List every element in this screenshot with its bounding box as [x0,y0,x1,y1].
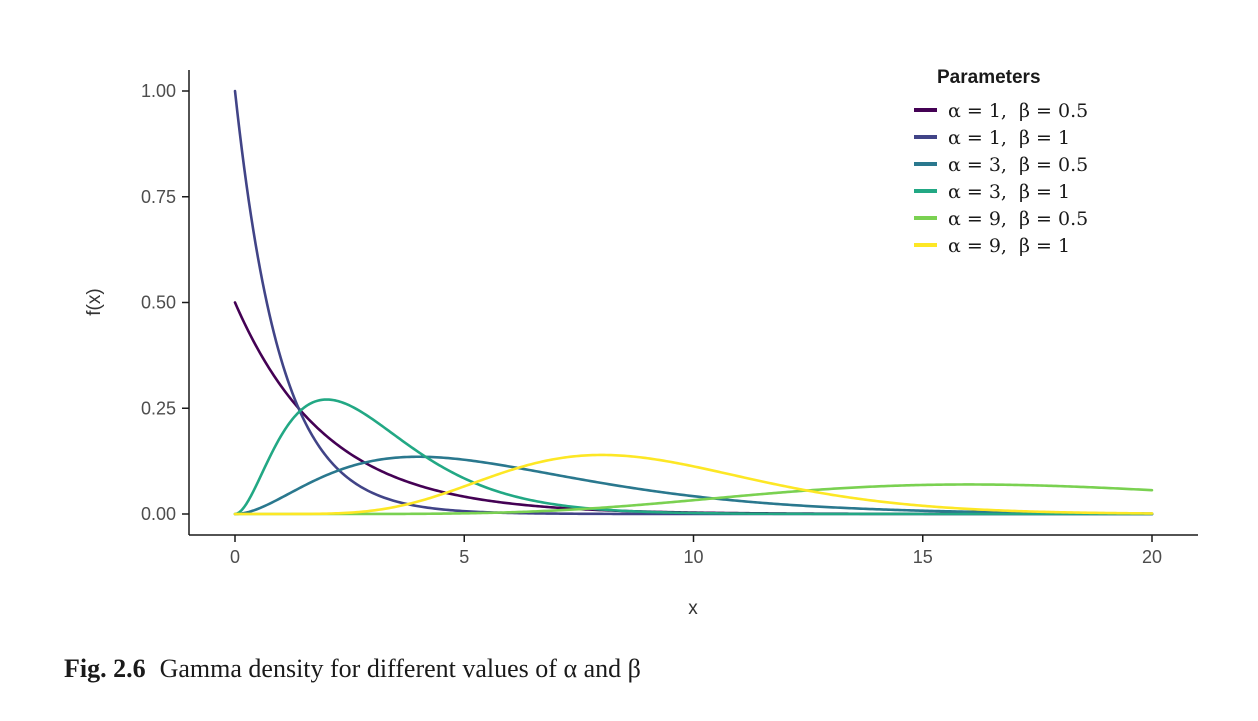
legend: Parameters α = 1, β = 0.5 α = 1, β = 1 α =… [914,67,1088,257]
legend-label-5: α = 9, β = 0.5 [948,208,1088,230]
figure-caption: Fig. 2.6 Gamma density for different valu… [64,654,641,684]
series-lines [233,89,1154,516]
y-tick-label: 0.00 [141,504,176,524]
legend-label-6: α = 9, β = 1 [948,235,1070,257]
legend-title: Parameters [937,67,1041,88]
series-line-5 [233,483,1154,516]
series-line-3 [233,455,1154,516]
legend-label-4: α = 3, β = 1 [948,181,1070,203]
x-axis-title: x [688,598,698,619]
gamma-density-chart: 0 5 10 15 20 0.00 0.25 0.50 0.75 1.00 x f(x) Para… [84,67,1198,619]
y-tick-label: 1.00 [141,81,176,101]
ticks: 0 5 10 15 20 0.00 0.25 0.50 0.75 1.00 [141,81,1162,567]
x-tick-label: 0 [230,547,240,567]
x-tick-label: 10 [683,547,703,567]
y-axis-title: f(x) [84,288,105,315]
caption-text: Gamma density for different values of α … [159,654,641,683]
x-tick-label: 15 [913,547,933,567]
x-tick-label: 5 [459,547,469,567]
series-line-4 [233,398,1154,516]
series-line-1 [233,301,1154,516]
caption-label: Fig. 2.6 [64,654,146,683]
legend-label-1: α = 1, β = 0.5 [948,100,1088,122]
y-tick-label: 0.25 [141,398,176,418]
legend-label-2: α = 1, β = 1 [948,127,1070,149]
y-tick-label: 0.50 [141,293,176,313]
y-tick-label: 0.75 [141,187,176,207]
x-tick-label: 20 [1142,547,1162,567]
series-line-6 [233,453,1154,516]
legend-label-3: α = 3, β = 0.5 [948,154,1088,176]
